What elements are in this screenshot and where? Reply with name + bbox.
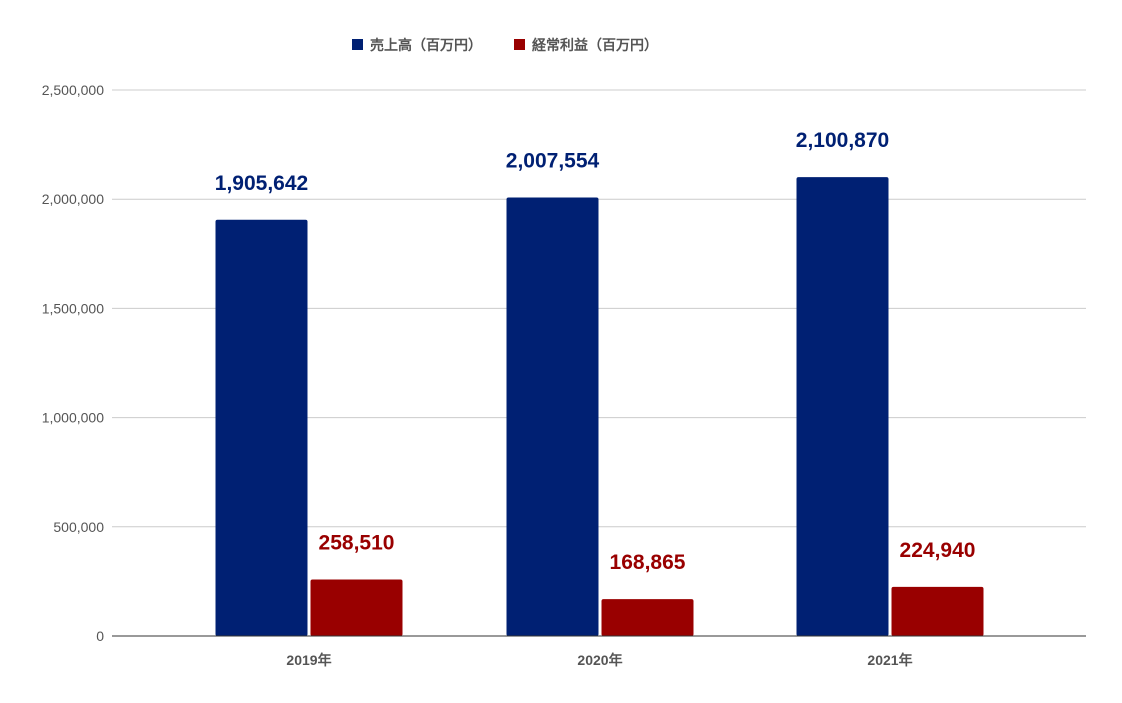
x-axis: 2019年 2020年 2021年	[112, 635, 1086, 668]
bar-sales-1	[215, 219, 308, 636]
legend-swatch-1	[352, 39, 363, 50]
bar-ordinary-profit-3	[891, 586, 984, 636]
y-tick-label: 2,500,000	[42, 82, 104, 98]
y-tick-label: 1,500,000	[42, 300, 104, 316]
bar-sales-3	[796, 177, 889, 637]
data-label-ordinary-profit-1: 258,510	[319, 532, 395, 555]
x-category-label: 2019年	[286, 652, 331, 668]
bar-sales-2	[506, 197, 599, 636]
x-category-label: 2021年	[867, 652, 912, 668]
data-label-sales-3: 2,100,870	[796, 129, 889, 152]
bars	[215, 177, 984, 637]
y-tick-label: 2,000,000	[42, 191, 104, 207]
bar-ordinary-profit-1	[310, 579, 403, 636]
data-label-ordinary-profit-2: 168,865	[610, 551, 686, 574]
y-tick-label: 0	[96, 628, 104, 644]
data-label-sales-1: 1,905,642	[215, 172, 308, 195]
data-labels: 1,905,642 258,510 2,007,554 168,865 2,100,87…	[215, 129, 976, 574]
y-tick-label: 1,000,000	[42, 410, 104, 426]
legend: 売上高（百万円） 経常利益（百万円）	[352, 37, 658, 53]
legend-swatch-2	[514, 39, 525, 50]
bar-ordinary-profit-2	[601, 599, 694, 636]
data-label-ordinary-profit-3: 224,940	[900, 539, 976, 562]
legend-label-2: 経常利益（百万円）	[532, 37, 658, 53]
legend-label-1: 売上高（百万円）	[370, 37, 482, 53]
data-label-sales-2: 2,007,554	[506, 150, 600, 173]
x-category-label: 2020年	[577, 652, 622, 668]
y-axis: 0 500,000 1,000,000 1,500,000 2,000,000 2,500…	[42, 82, 105, 644]
y-tick-label: 500,000	[53, 519, 104, 535]
